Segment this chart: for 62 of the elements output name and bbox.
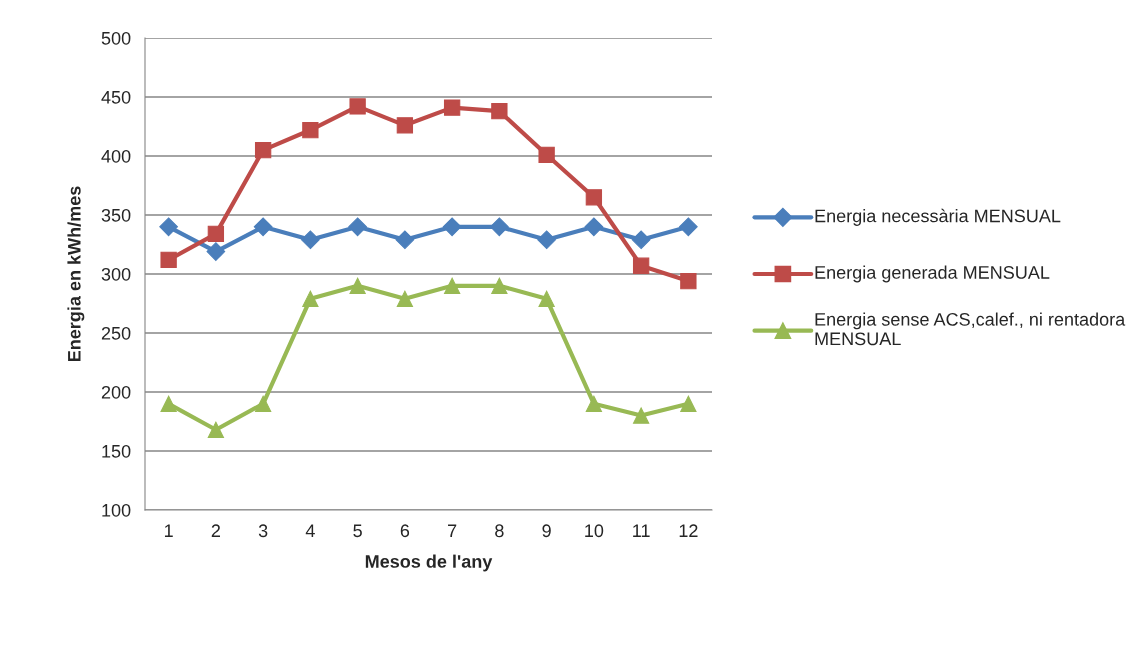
point (680, 395, 697, 412)
point (584, 217, 604, 237)
y-axis-title: Energia en kWh/mes (67, 186, 85, 362)
x-tick-label: 6 (400, 524, 410, 538)
point (631, 230, 651, 250)
point (679, 217, 698, 237)
point (302, 290, 319, 307)
point (254, 141, 272, 159)
x-tick-label: 8 (495, 524, 504, 538)
point (396, 290, 414, 307)
point (538, 290, 555, 307)
x-tick-label: 4 (305, 524, 315, 537)
x-tick-label: 11 (633, 524, 650, 537)
point (253, 217, 273, 237)
point (349, 98, 366, 115)
y-tick-label: 200 (101, 385, 131, 399)
point (443, 99, 461, 116)
point (442, 217, 462, 237)
point (254, 395, 272, 412)
legend-label: Energia necessària MENSUAL (815, 208, 1061, 226)
y-tick-label: 100 (102, 503, 131, 517)
x-tick-label: 7 (448, 524, 457, 537)
point (491, 277, 508, 294)
x-tick-label: 5 (353, 524, 362, 538)
point (537, 230, 556, 250)
y-tick-label: 350 (101, 208, 131, 222)
point (585, 395, 603, 412)
y-tick-label: 150 (102, 444, 131, 458)
y-tick-label: 300 (101, 267, 131, 281)
legend-label: Energia generada MENSUAL (815, 265, 1050, 283)
x-tick-label: 3 (258, 524, 268, 538)
point (349, 277, 366, 294)
point (491, 103, 508, 120)
x-tick-label: 9 (542, 524, 551, 538)
point (302, 121, 319, 139)
point (585, 189, 603, 206)
point (206, 242, 226, 261)
point (632, 407, 650, 424)
point (538, 146, 555, 163)
x-tick-label: 12 (679, 524, 698, 537)
y-tick-label: 400 (101, 149, 131, 163)
point (395, 230, 415, 250)
point (301, 230, 320, 250)
point (207, 225, 225, 243)
y-tick-label: 500 (101, 31, 131, 45)
point (160, 395, 177, 412)
point (396, 117, 414, 134)
point (160, 251, 177, 268)
y-tick-label: 450 (101, 90, 131, 104)
x-axis-title: Mesos de l'any (365, 554, 493, 572)
point (490, 217, 509, 237)
point (443, 277, 461, 294)
point (207, 421, 225, 438)
x-tick-label: 1 (164, 524, 173, 537)
point (632, 257, 650, 274)
legend-label: Energia sense ACS,calef., ni rentadora MENSUAL (815, 312, 1126, 346)
point (680, 272, 697, 290)
point (348, 217, 367, 237)
x-tick-label: 10 (585, 524, 604, 538)
point (159, 217, 178, 237)
x-tick-label: 2 (211, 524, 220, 537)
y-tick-label: 250 (101, 326, 131, 340)
